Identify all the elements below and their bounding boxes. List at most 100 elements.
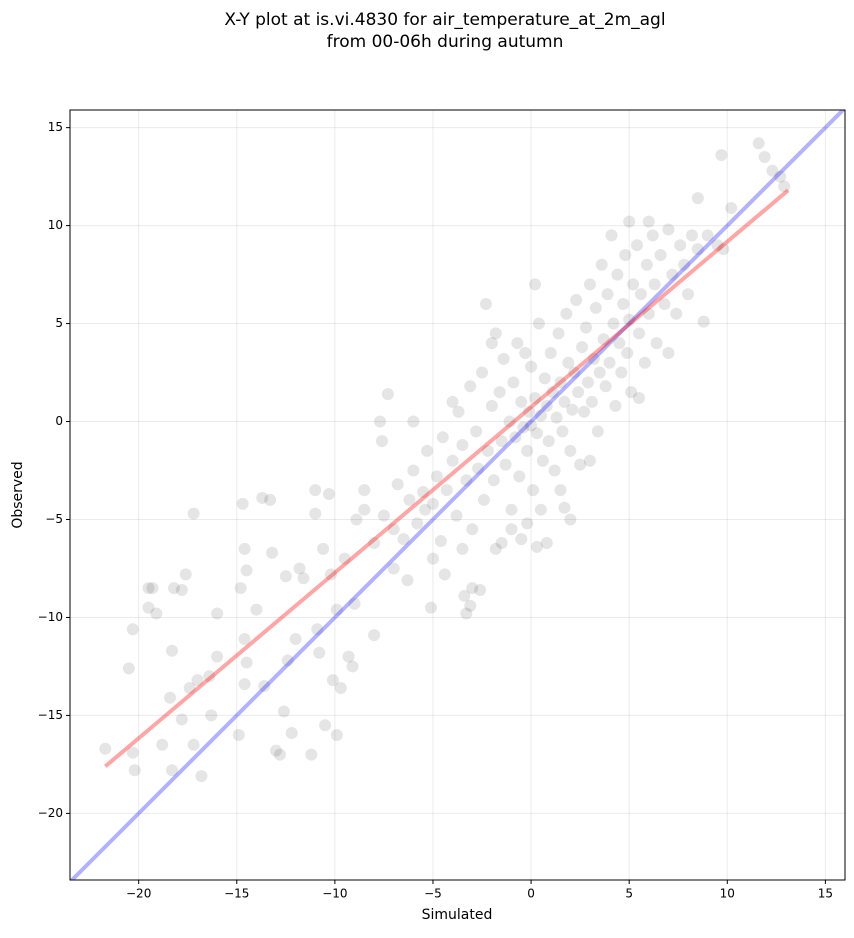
point (426, 497, 439, 510)
point (238, 633, 251, 646)
point (519, 346, 532, 359)
point (175, 584, 188, 597)
point (570, 294, 583, 307)
point (238, 542, 251, 555)
point (513, 470, 526, 483)
y-tick-label: −10 (38, 610, 63, 624)
point (609, 399, 622, 412)
point (166, 764, 179, 777)
point (495, 537, 508, 550)
y-tick-label: −5 (45, 512, 63, 526)
point (521, 444, 534, 457)
x-tick-label: −10 (322, 887, 347, 901)
y-tick-label: 15 (48, 120, 63, 134)
point (387, 562, 400, 575)
point (701, 229, 714, 242)
point (574, 458, 587, 471)
point (505, 523, 518, 536)
point (758, 151, 771, 164)
point (527, 484, 540, 497)
point (456, 439, 469, 452)
point (281, 654, 294, 667)
point (711, 239, 724, 252)
point (662, 346, 675, 359)
point (625, 386, 638, 399)
point (530, 427, 543, 440)
point (375, 435, 388, 448)
point (562, 356, 575, 369)
point (311, 623, 324, 636)
point (627, 278, 640, 291)
point (470, 425, 483, 438)
point (552, 327, 565, 340)
point (270, 744, 283, 757)
point (691, 192, 704, 205)
point (525, 360, 538, 373)
point (368, 629, 381, 642)
point (536, 454, 549, 467)
point (250, 603, 263, 616)
point (464, 380, 477, 393)
point (632, 392, 645, 405)
point (515, 395, 528, 408)
point (381, 388, 394, 401)
point (525, 419, 538, 432)
point (122, 662, 135, 675)
point (589, 301, 602, 314)
y-tick-label: −20 (38, 806, 63, 820)
point (417, 486, 430, 499)
point (499, 458, 512, 471)
point (631, 239, 644, 252)
point (587, 352, 600, 365)
point (419, 503, 432, 516)
point (556, 425, 569, 438)
point (591, 425, 604, 438)
point (450, 509, 463, 522)
point (507, 376, 520, 389)
point (603, 356, 616, 369)
point (634, 288, 647, 301)
point (232, 729, 245, 742)
point (593, 366, 606, 379)
point (436, 431, 449, 444)
point (368, 537, 381, 550)
point (691, 243, 704, 256)
y-tick-label: 0 (55, 414, 63, 428)
point (650, 337, 663, 350)
chart-title: from 00-06h during autumn (327, 32, 564, 52)
point (411, 517, 424, 530)
point (674, 239, 687, 252)
chart-title: X-Y plot at is.vi.4830 for air_temperatu… (224, 10, 665, 30)
point (464, 599, 477, 612)
point (187, 507, 200, 520)
point (358, 503, 371, 516)
point (407, 415, 420, 428)
point (211, 607, 224, 620)
point (615, 366, 628, 379)
point (289, 633, 302, 646)
point (623, 215, 636, 228)
point (544, 346, 557, 359)
point (273, 748, 286, 761)
point (489, 327, 502, 340)
point (495, 435, 508, 448)
point (401, 574, 414, 587)
point (534, 503, 547, 516)
point (503, 415, 516, 428)
point (474, 584, 487, 597)
y-axis-label: Observed (10, 461, 26, 528)
point (446, 395, 459, 408)
point (521, 517, 534, 530)
point (646, 229, 659, 242)
point (334, 681, 347, 694)
point (358, 484, 371, 497)
point (452, 405, 465, 418)
point (175, 713, 188, 726)
point (309, 484, 322, 497)
x-tick-label: 10 (720, 887, 735, 901)
point (350, 513, 363, 526)
x-tick-label: −5 (424, 887, 442, 901)
point (128, 764, 141, 777)
point (397, 533, 410, 546)
line (104, 188, 790, 768)
